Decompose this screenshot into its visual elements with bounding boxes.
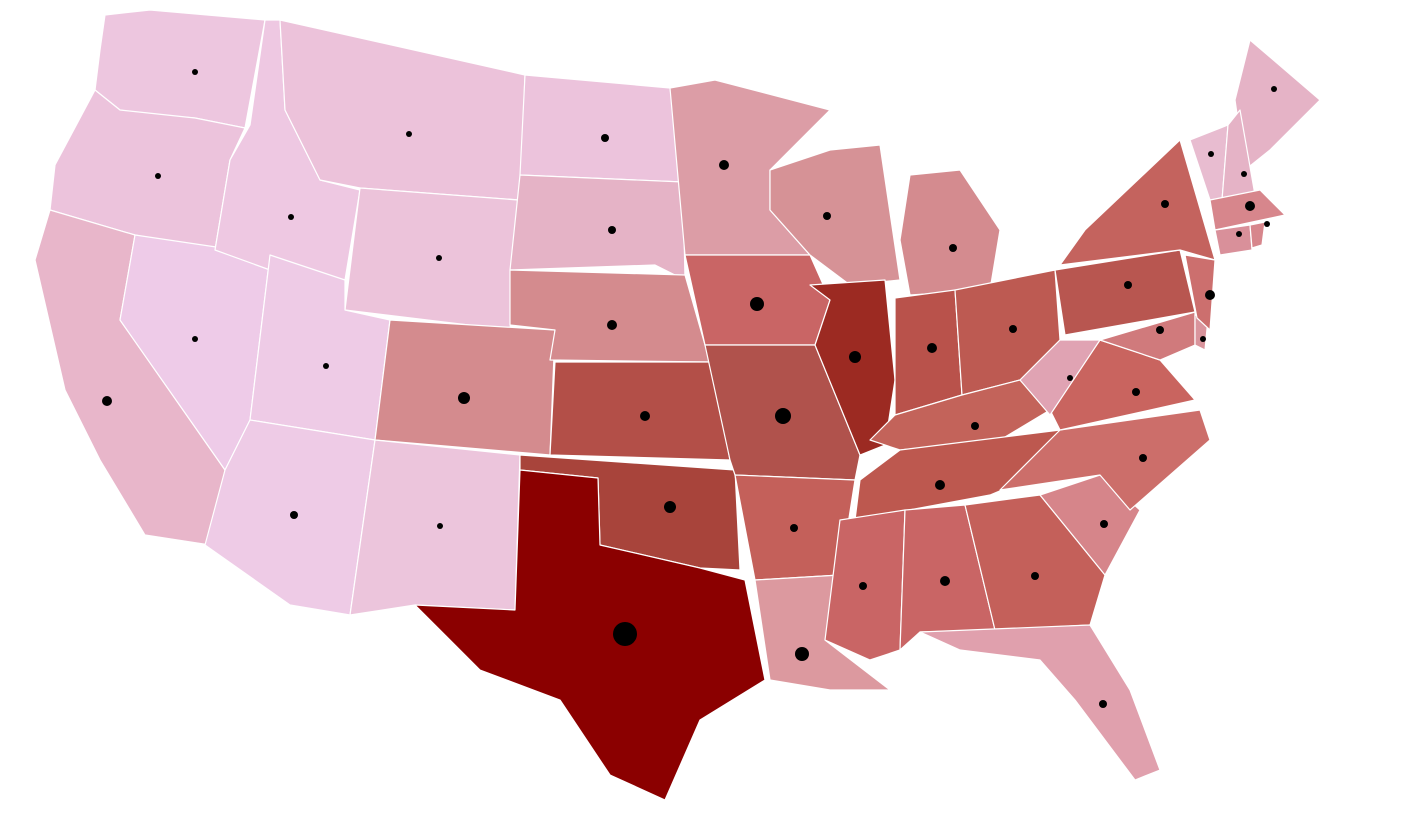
state-dot xyxy=(1208,151,1214,157)
state-dot xyxy=(849,351,861,363)
state-dot xyxy=(935,480,945,490)
state-dot xyxy=(1124,281,1132,289)
state-dot xyxy=(1132,388,1140,396)
state-dot xyxy=(790,524,798,532)
state-dot xyxy=(102,396,112,406)
state-dot xyxy=(1156,326,1164,334)
state xyxy=(1184,254,1216,331)
state-dot xyxy=(607,320,617,330)
state xyxy=(414,469,766,801)
state-dot xyxy=(608,226,616,234)
state-dot xyxy=(949,244,957,252)
state-dot xyxy=(155,173,161,179)
state xyxy=(899,169,1001,296)
state-dot xyxy=(775,408,791,424)
state-dot xyxy=(1271,86,1277,92)
state-dot xyxy=(1099,700,1107,708)
state-dot xyxy=(613,622,637,646)
state-dot xyxy=(664,501,676,513)
state-dot xyxy=(719,160,729,170)
state xyxy=(1249,221,1266,249)
state-dot xyxy=(1009,325,1017,333)
state-dot xyxy=(859,582,867,590)
state-dot xyxy=(323,363,329,369)
state xyxy=(809,279,896,456)
state-dot xyxy=(290,511,298,519)
state-dot xyxy=(1161,200,1169,208)
state-dot xyxy=(1100,520,1108,528)
state-dot xyxy=(1236,231,1242,237)
state-dot xyxy=(750,297,764,311)
state xyxy=(279,19,526,201)
state-dot xyxy=(795,647,809,661)
state xyxy=(344,187,519,331)
state-dot xyxy=(437,523,443,529)
state-dot xyxy=(288,214,294,220)
state xyxy=(374,319,556,456)
state-dot xyxy=(406,131,412,137)
state-dot xyxy=(927,343,937,353)
state xyxy=(919,624,1161,781)
state-dot xyxy=(1241,171,1247,177)
state-dot xyxy=(1067,375,1073,381)
state xyxy=(1059,139,1216,266)
state-dot xyxy=(1139,454,1147,462)
state-dot xyxy=(823,212,831,220)
state xyxy=(1214,224,1253,256)
state-dot xyxy=(1031,572,1039,580)
state xyxy=(349,439,521,616)
state-dot xyxy=(436,255,442,261)
state-dot xyxy=(971,422,979,430)
state xyxy=(509,174,686,281)
state-dot xyxy=(940,576,950,586)
state xyxy=(509,269,713,363)
state xyxy=(964,494,1106,631)
state-dot xyxy=(192,336,198,342)
state xyxy=(549,361,731,461)
state-dot xyxy=(1200,336,1206,342)
state-dot xyxy=(1245,201,1255,211)
state-dot xyxy=(1264,221,1270,227)
state-dot xyxy=(1205,290,1215,300)
state-dot xyxy=(458,392,470,404)
state-dot xyxy=(601,134,609,142)
state xyxy=(894,289,963,416)
state xyxy=(1039,474,1141,576)
state-dot xyxy=(640,411,650,421)
state xyxy=(519,74,684,183)
state-dot xyxy=(192,69,198,75)
